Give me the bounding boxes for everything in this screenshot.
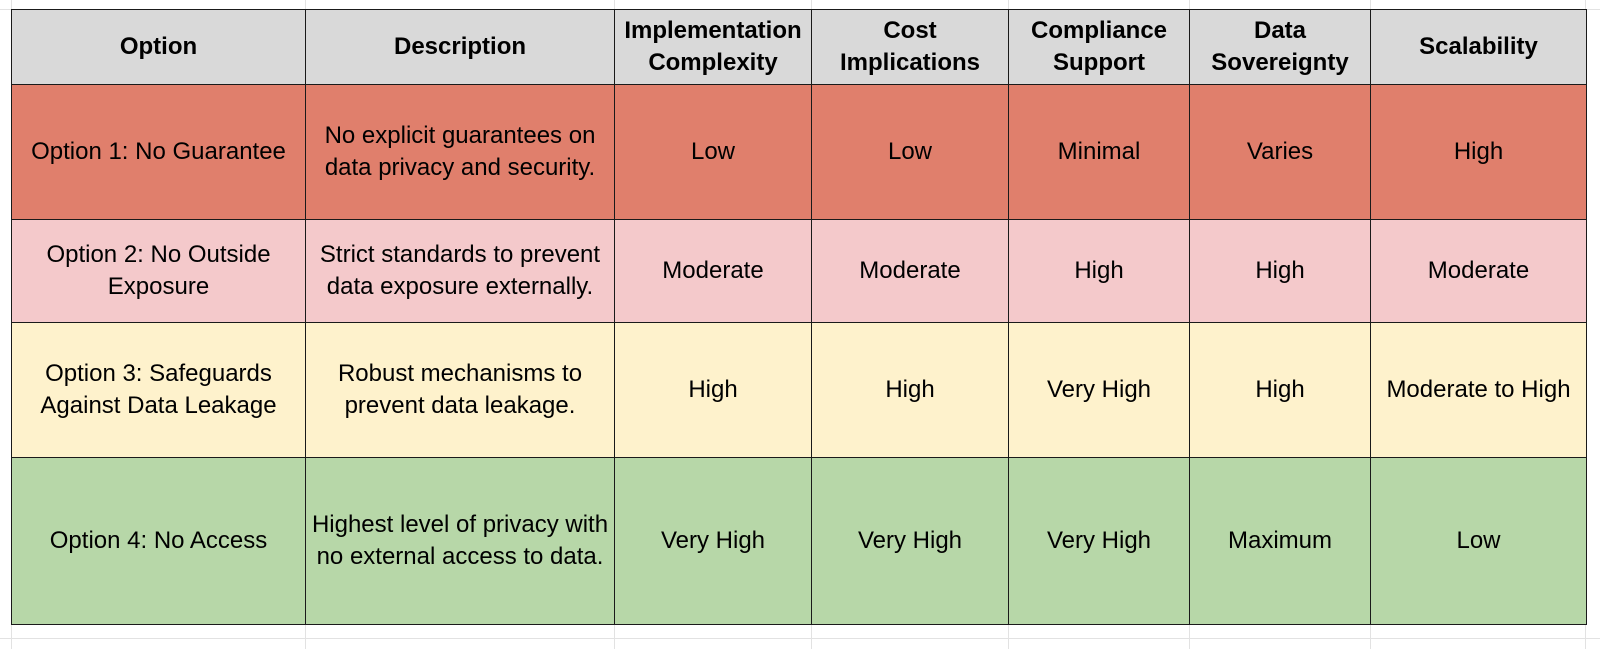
header-row: Option Description Implementation Comple… bbox=[11, 9, 1587, 85]
table-row: Option 1: No Guarantee No explicit guara… bbox=[11, 84, 1587, 220]
compliance-support-cell[interactable]: Very High bbox=[1008, 322, 1190, 458]
scalability-cell[interactable]: Moderate bbox=[1370, 219, 1587, 323]
description-cell[interactable]: Robust mechanisms to prevent data leakag… bbox=[305, 322, 615, 458]
options-comparison-table: Option Description Implementation Comple… bbox=[11, 9, 1587, 625]
data-sovereignty-cell[interactable]: High bbox=[1189, 219, 1371, 323]
implementation-complexity-cell[interactable]: Moderate bbox=[614, 219, 812, 323]
scalability-cell[interactable]: Moderate to High bbox=[1370, 322, 1587, 458]
header-compliance-support[interactable]: Compliance Support bbox=[1008, 9, 1190, 85]
data-sovereignty-cell[interactable]: Varies bbox=[1189, 84, 1371, 220]
header-scalability[interactable]: Scalability bbox=[1370, 9, 1587, 85]
cost-implications-cell[interactable]: Very High bbox=[811, 457, 1009, 625]
header-description[interactable]: Description bbox=[305, 9, 615, 85]
table-row: Option 4: No Access Highest level of pri… bbox=[11, 457, 1587, 625]
implementation-complexity-cell[interactable]: Very High bbox=[614, 457, 812, 625]
option-cell[interactable]: Option 3: Safeguards Against Data Leakag… bbox=[11, 322, 306, 458]
option-cell[interactable]: Option 2: No Outside Exposure bbox=[11, 219, 306, 323]
header-option[interactable]: Option bbox=[11, 9, 306, 85]
compliance-support-cell[interactable]: Minimal bbox=[1008, 84, 1190, 220]
cost-implications-cell[interactable]: Low bbox=[811, 84, 1009, 220]
description-cell[interactable]: Strict standards to prevent data exposur… bbox=[305, 219, 615, 323]
scalability-cell[interactable]: Low bbox=[1370, 457, 1587, 625]
data-sovereignty-cell[interactable]: Maximum bbox=[1189, 457, 1371, 625]
implementation-complexity-cell[interactable]: High bbox=[614, 322, 812, 458]
table-row: Option 2: No Outside Exposure Strict sta… bbox=[11, 219, 1587, 323]
compliance-support-cell[interactable]: High bbox=[1008, 219, 1190, 323]
cost-implications-cell[interactable]: High bbox=[811, 322, 1009, 458]
cost-implications-cell[interactable]: Moderate bbox=[811, 219, 1009, 323]
header-cost-implications[interactable]: Cost Implications bbox=[811, 9, 1009, 85]
implementation-complexity-cell[interactable]: Low bbox=[614, 84, 812, 220]
data-sovereignty-cell[interactable]: High bbox=[1189, 322, 1371, 458]
description-cell[interactable]: Highest level of privacy with no externa… bbox=[305, 457, 615, 625]
header-data-sovereignty[interactable]: Data Sovereignty bbox=[1189, 9, 1371, 85]
table-row: Option 3: Safeguards Against Data Leakag… bbox=[11, 322, 1587, 458]
option-cell[interactable]: Option 1: No Guarantee bbox=[11, 84, 306, 220]
compliance-support-cell[interactable]: Very High bbox=[1008, 457, 1190, 625]
header-implementation-complexity[interactable]: Implementation Complexity bbox=[614, 9, 812, 85]
option-cell[interactable]: Option 4: No Access bbox=[11, 457, 306, 625]
description-cell[interactable]: No explicit guarantees on data privacy a… bbox=[305, 84, 615, 220]
scalability-cell[interactable]: High bbox=[1370, 84, 1587, 220]
